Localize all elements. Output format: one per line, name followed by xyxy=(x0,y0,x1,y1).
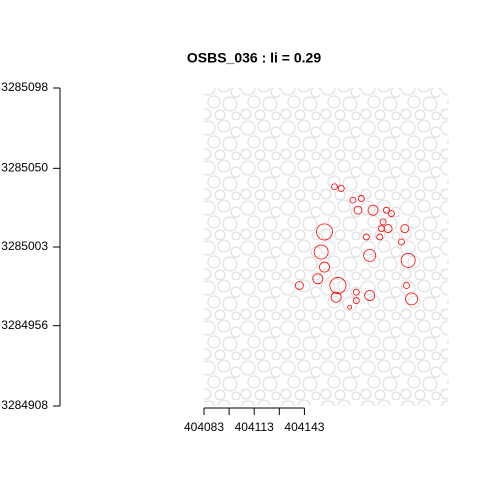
crown xyxy=(403,282,410,289)
crown xyxy=(353,205,363,215)
crown xyxy=(400,252,416,268)
crown xyxy=(316,223,333,241)
x-tick-label: 404083 xyxy=(184,420,224,434)
crown xyxy=(312,273,324,285)
crown xyxy=(294,281,304,290)
crown xyxy=(357,195,365,202)
crown xyxy=(383,206,390,214)
crown xyxy=(337,185,345,192)
crown xyxy=(398,238,405,246)
crown xyxy=(400,224,410,234)
x-tick-label: 404113 xyxy=(235,420,274,434)
y-tick-label: 3284956 xyxy=(1,318,48,332)
crown xyxy=(362,233,370,241)
crown xyxy=(388,210,395,217)
crown xyxy=(330,291,342,303)
y-tick-label: 3285050 xyxy=(1,161,48,175)
y-tick-label: 3284908 xyxy=(1,398,48,412)
x-tick-label: 404143 xyxy=(284,420,324,434)
crown xyxy=(313,244,329,260)
crown xyxy=(329,277,347,294)
chart-title: OSBS_036 : li = 0.29 xyxy=(187,50,321,66)
crown xyxy=(352,288,360,296)
crown xyxy=(331,183,338,191)
crown xyxy=(367,204,379,216)
crown xyxy=(347,304,353,310)
y-tick-label: 3285098 xyxy=(1,80,48,94)
crown xyxy=(379,218,387,226)
crown xyxy=(405,292,418,306)
crown xyxy=(363,248,377,262)
crown xyxy=(349,196,357,204)
crown xyxy=(364,290,376,301)
y-tick-label: 3285003 xyxy=(1,239,48,253)
crown xyxy=(319,261,330,273)
crown xyxy=(376,233,384,241)
crown xyxy=(352,297,360,304)
crown xyxy=(383,224,393,234)
